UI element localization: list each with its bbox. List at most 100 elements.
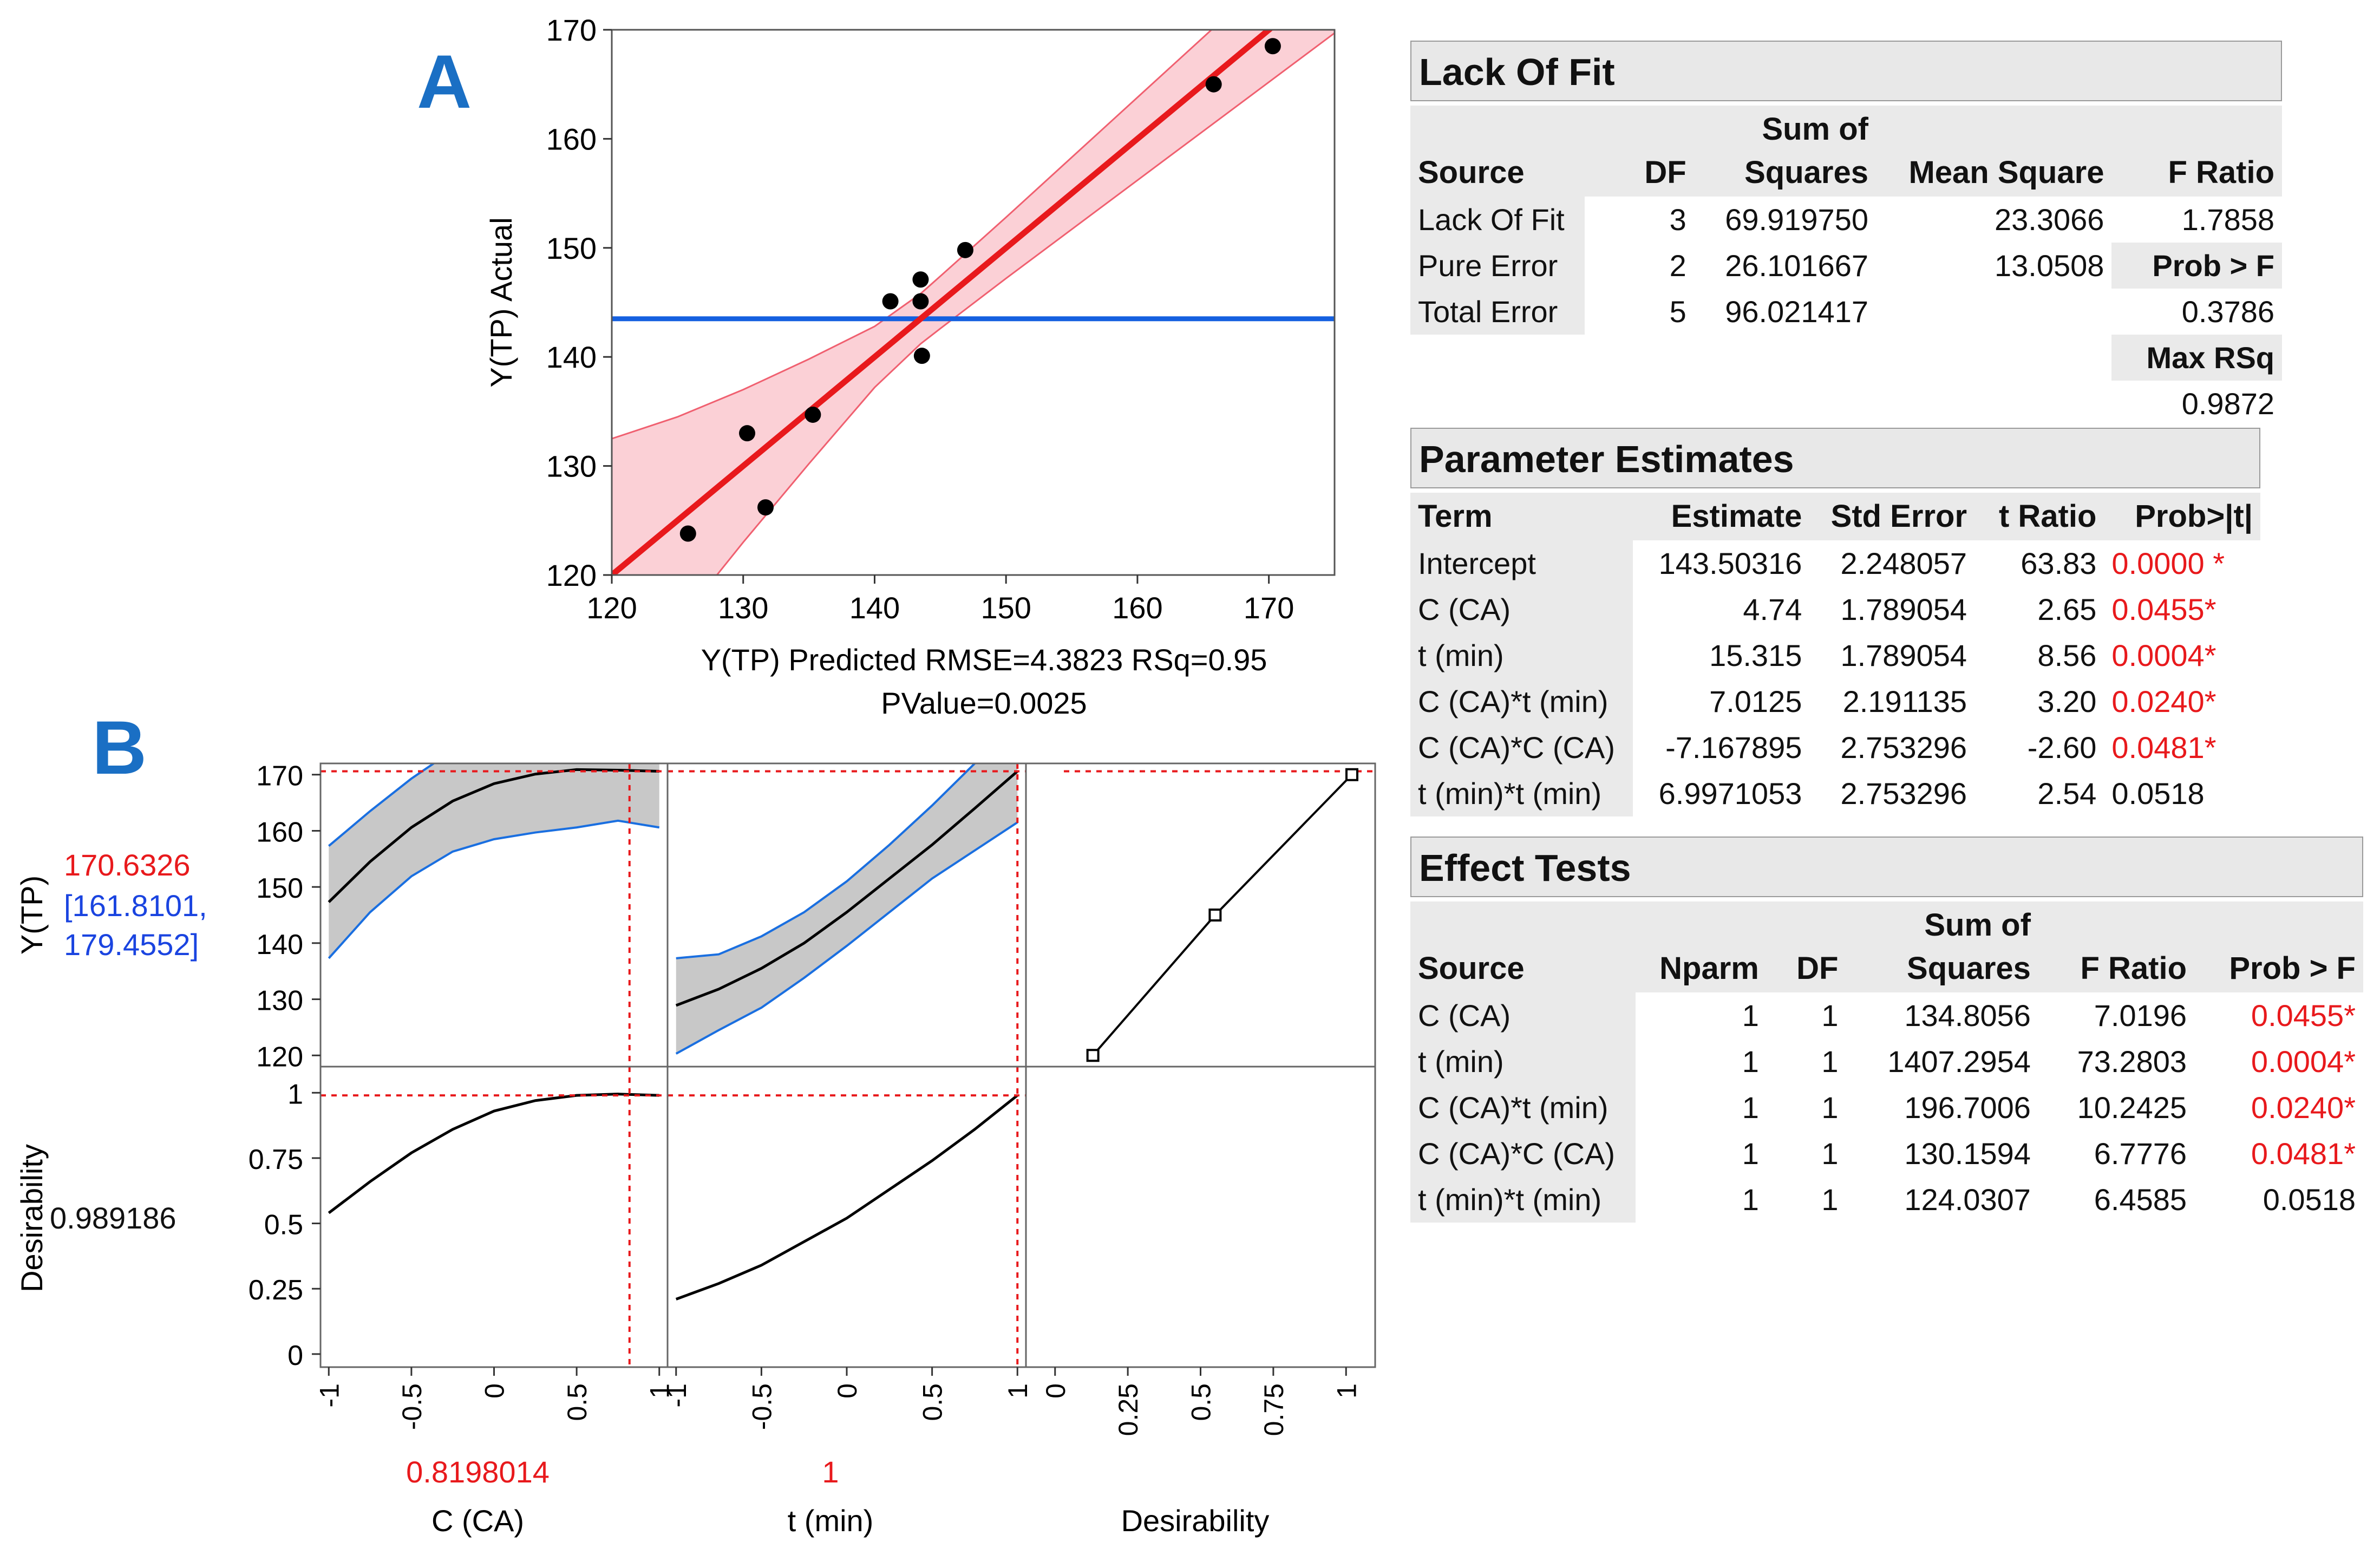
pe-p: 0.0000 * xyxy=(2111,546,2225,580)
data-point xyxy=(957,241,973,258)
et-source: t (min)*t (min) xyxy=(1410,1177,1636,1223)
profiler-panel-top xyxy=(1092,774,1353,1056)
pe-se: 2.753296 xyxy=(1840,776,1967,811)
y-tick-label: 120 xyxy=(546,558,597,592)
lof-prob-value: 0.3786 xyxy=(2181,295,2274,329)
factor-name: Desirability xyxy=(1121,1504,1270,1538)
table-row: Intercept 143.50316 2.248057 63.83 0.000… xyxy=(1410,540,2260,586)
y-tick-label: 160 xyxy=(256,816,303,848)
x-tick-label: 0 xyxy=(1041,1383,1071,1399)
x-tick-label: 160 xyxy=(1112,591,1162,625)
y-axis-label-desirability: Desirability xyxy=(15,1144,49,1292)
lof-header-df: DF xyxy=(1584,106,1694,197)
et-df: 1 xyxy=(1821,1136,1839,1171)
data-point xyxy=(1205,76,1222,93)
x-tick-label: 0.5 xyxy=(1186,1383,1217,1421)
x-axis-label-pvalue: PValue=0.0025 xyxy=(881,686,1087,720)
desirability-value: 0.989186 xyxy=(50,1201,176,1235)
confidence-band xyxy=(329,763,659,958)
y-axis-label: Y(TP) Actual xyxy=(484,217,518,387)
lof-source: Total Error xyxy=(1410,289,1585,335)
x-tick-label: -1 xyxy=(662,1383,692,1407)
pe-term: t (min)*t (min) xyxy=(1410,770,1633,816)
data-point xyxy=(882,293,899,310)
y-tick-label: 130 xyxy=(256,985,303,1017)
lof-source: Pure Error xyxy=(1410,243,1585,289)
prediction-line xyxy=(328,768,659,903)
data-point xyxy=(1264,38,1281,55)
et-p: 0.0240* xyxy=(2251,1090,2356,1125)
et-p: 0.0481* xyxy=(2251,1136,2356,1171)
pe-t: 2.65 xyxy=(2037,592,2097,626)
confidence-upper-line xyxy=(612,30,1213,440)
pe-header-p: Prob>|t| xyxy=(2104,493,2260,540)
et-header-p: Prob > F xyxy=(2194,901,2363,992)
y-tick-label: 150 xyxy=(546,231,597,265)
x-tick-label: 0 xyxy=(480,1383,510,1399)
profiler-panel-bottom xyxy=(328,1093,659,1214)
table-row: C (CA)*t (min) 1 1 196.7006 10.2425 0.02… xyxy=(1410,1084,2363,1131)
prediction-line xyxy=(675,770,1018,1007)
y-tick-label: 130 xyxy=(546,449,597,484)
pe-term: C (CA) xyxy=(1410,586,1633,632)
data-point xyxy=(679,525,696,542)
x-tick-label: -0.5 xyxy=(747,1383,777,1430)
profiler-y-interval-low: [161.8101, xyxy=(64,888,207,923)
table-row: t (min) 1 1 1407.2954 73.2803 0.0004* xyxy=(1410,1038,2363,1084)
pe-t: 8.56 xyxy=(2037,638,2097,672)
et-p: 0.0455* xyxy=(2251,998,2356,1033)
et-ss: 124.0307 xyxy=(1904,1182,2031,1217)
y-tick-label: 140 xyxy=(546,340,597,374)
factor-current-value: 0.8198014 xyxy=(406,1455,550,1489)
pe-term: C (CA)*t (min) xyxy=(1410,678,1633,724)
x-tick-label: 1 xyxy=(645,1383,675,1399)
x-tick-label: 130 xyxy=(718,591,768,625)
x-tick-label: 1 xyxy=(1003,1383,1033,1399)
desirability-line xyxy=(675,1094,1018,1301)
pe-t: 63.83 xyxy=(2021,546,2097,580)
lower-ci-line xyxy=(328,819,660,959)
table-row: Lack Of Fit 3 69.919750 23.3066 1.7858 xyxy=(1410,197,2282,243)
y-axis-label-response: Y(TP) xyxy=(15,875,49,955)
prediction-profiler-chart: 0.8198014-1 -0.5 0 0.5 1C (CA)1-1 -0.5 0 0.5 1t … xyxy=(15,761,1376,1538)
lof-header-ss: Sum of Squares xyxy=(1694,106,1876,197)
et-df: 1 xyxy=(1821,1182,1839,1217)
x-axis-label: Y(TP) Predicted RMSE=4.3823 RSq=0.95 xyxy=(701,643,1267,677)
table-row: C (CA) 4.74 1.789054 2.65 0.0455* xyxy=(1410,586,2260,632)
pe-p: 0.0240* xyxy=(2111,684,2216,718)
et-df: 1 xyxy=(1821,1090,1839,1125)
lof-ms: 13.0508 xyxy=(1995,249,2104,283)
factor-name: t (min) xyxy=(788,1504,874,1538)
et-source: C (CA) xyxy=(1410,992,1636,1038)
actual-vs-predicted-chart: 120 130 140 150 160 170 120 130 140 150 160 170 Y(TP… xyxy=(484,13,1336,720)
x-tick-label: 0.5 xyxy=(918,1383,948,1421)
pe-p: 0.0455* xyxy=(2111,592,2216,626)
data-point xyxy=(757,499,774,516)
pe-estimate: -7.167895 xyxy=(1665,730,1802,765)
pe-header-t: t Ratio xyxy=(1974,493,2104,540)
lof-ss: 26.101667 xyxy=(1725,249,1868,283)
et-source: C (CA)*C (CA) xyxy=(1410,1131,1636,1177)
et-p: 0.0518 xyxy=(2263,1182,2356,1217)
x-tick-label: 0.75 xyxy=(1259,1383,1289,1436)
y-tick-label: 160 xyxy=(546,122,597,156)
et-nparm: 1 xyxy=(1742,998,1759,1033)
parameter-estimates-title: Parameter Estimates xyxy=(1410,428,2260,488)
confidence-band xyxy=(676,763,1018,1054)
upper-ci-line xyxy=(676,763,977,959)
lack-of-fit-title: Lack Of Fit xyxy=(1410,41,2282,101)
et-p: 0.0004* xyxy=(2251,1044,2356,1079)
y-tick-label: 140 xyxy=(256,929,303,961)
et-nparm: 1 xyxy=(1742,1136,1759,1171)
lof-ms: 23.3066 xyxy=(1995,202,2104,237)
pe-term: C (CA)*C (CA) xyxy=(1410,724,1633,770)
y-tick-label: 1 xyxy=(287,1079,303,1110)
et-nparm: 1 xyxy=(1742,1182,1759,1217)
desirability-handle xyxy=(1208,909,1222,922)
table-row: Pure Error 2 26.101667 13.0508 Prob > F xyxy=(1410,243,2282,289)
profiler-panel-top xyxy=(328,763,660,959)
lack-of-fit-table: Lack Of Fit Source DF Sum of Squares Mean… xyxy=(1410,41,2282,427)
lof-ss: 69.919750 xyxy=(1725,202,1868,237)
x-tick-label: 1 xyxy=(1331,1383,1362,1399)
pe-estimate: 15.315 xyxy=(1709,638,1802,672)
